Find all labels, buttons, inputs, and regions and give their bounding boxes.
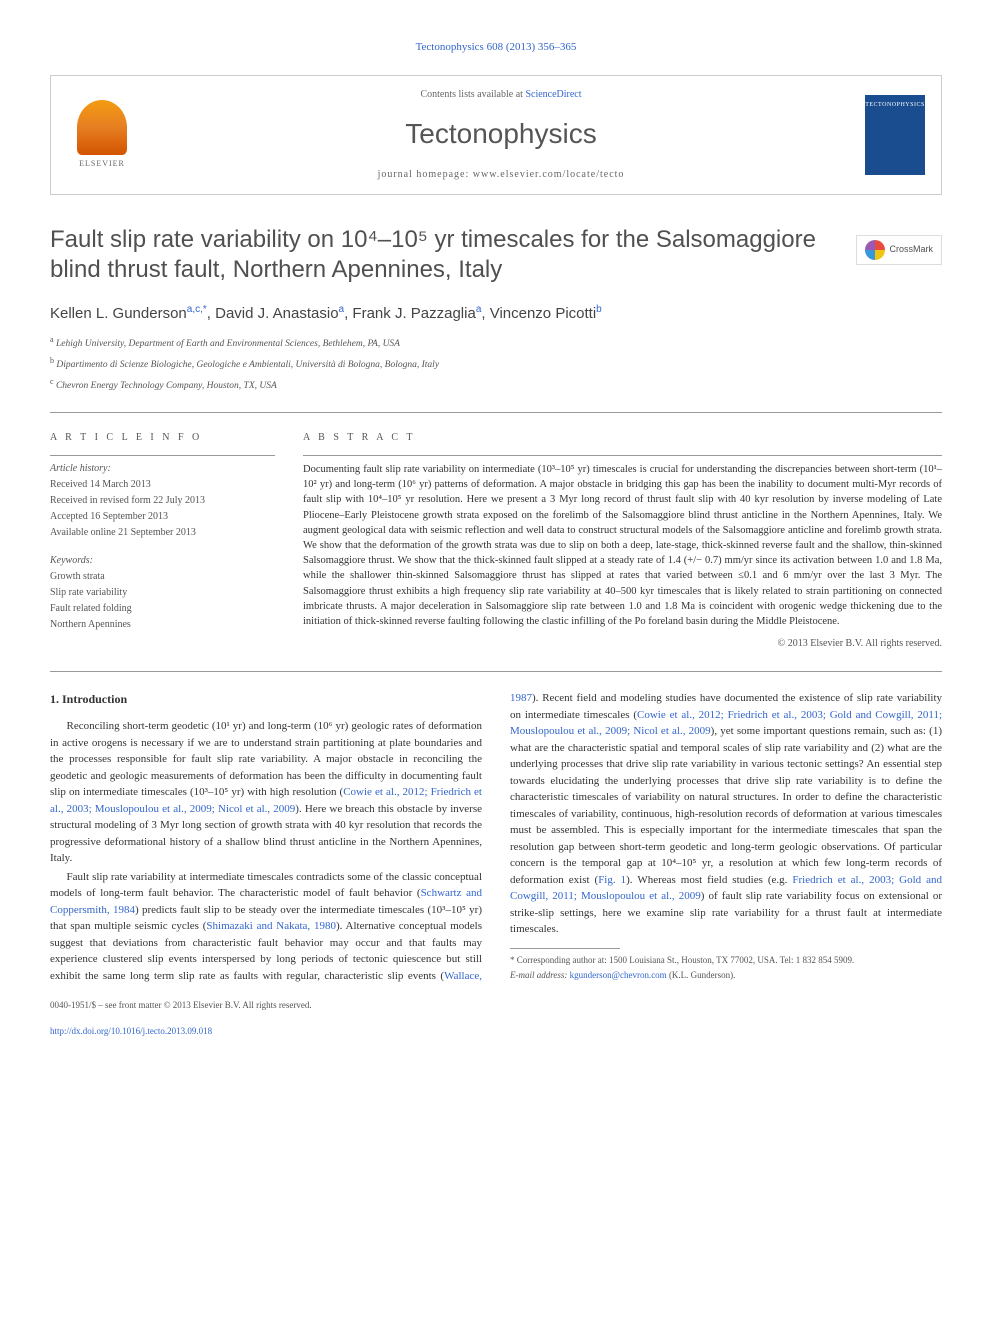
divider-2 — [50, 671, 942, 672]
contents-line: Contents lists available at ScienceDirec… — [137, 88, 865, 102]
accepted-date: Accepted 16 September 2013 — [50, 510, 275, 524]
journal-header: ELSEVIER Contents lists available at Sci… — [50, 75, 942, 194]
p3-text-d: ). Whereas most field studies (e.g. — [626, 874, 792, 886]
p3-text-c: ), yet some important questions remain, … — [510, 725, 942, 886]
author-2[interactable]: , David J. Anastasio — [207, 305, 339, 322]
journal-cover-label: TECTONOPHYSICS — [865, 101, 925, 109]
author-3[interactable]: , Frank J. Pazzaglia — [344, 305, 476, 322]
elsevier-label: ELSEVIER — [79, 158, 125, 169]
journal-name: Tectonophysics — [137, 114, 865, 153]
affiliation-c: c Chevron Energy Technology Company, Hou… — [50, 376, 942, 393]
elsevier-tree-icon — [77, 100, 127, 155]
keyword-1: Growth strata — [50, 570, 275, 584]
divider — [50, 412, 942, 413]
affiliation-a: a Lehigh University, Department of Earth… — [50, 334, 942, 351]
crossmark-icon — [865, 240, 885, 260]
elsevier-logo[interactable]: ELSEVIER — [67, 95, 137, 175]
affiliation-b-text: Dipartimento di Scienze Biologiche, Geol… — [56, 360, 439, 370]
abstract-text: Documenting fault slip rate variability … — [303, 462, 942, 629]
affiliation-a-text: Lehigh University, Department of Earth a… — [56, 339, 400, 349]
article-title-text: Fault slip rate variability on 10⁴–10⁵ y… — [50, 226, 816, 283]
doi-link[interactable]: http://dx.doi.org/10.1016/j.tecto.2013.0… — [50, 1026, 212, 1036]
journal-cover-thumbnail[interactable]: TECTONOPHYSICS — [865, 95, 925, 175]
email-link[interactable]: kgunderson@chevron.com — [570, 970, 667, 980]
abstract-copyright: © 2013 Elsevier B.V. All rights reserved… — [303, 637, 942, 651]
homepage-prefix: journal homepage: — [378, 169, 473, 180]
affiliation-b: b Dipartimento di Scienze Biologiche, Ge… — [50, 355, 942, 372]
article-history-block: Article history: Received 14 March 2013 … — [50, 462, 275, 540]
p2-text-a: Fault slip rate variability at intermedi… — [50, 871, 482, 900]
corresponding-author-footnote: * Corresponding author at: 1500 Louisian… — [510, 954, 942, 968]
info-divider — [50, 455, 275, 456]
crossmark-label: CrossMark — [889, 244, 933, 255]
history-label: Article history: — [50, 462, 275, 476]
keywords-block: Keywords: Growth strata Slip rate variab… — [50, 554, 275, 632]
author-4[interactable]: , Vincenzo Picotti — [481, 305, 596, 322]
keyword-4: Northern Apennines — [50, 618, 275, 632]
contents-prefix: Contents lists available at — [420, 89, 525, 100]
figure-link[interactable]: Fig. 1 — [598, 874, 626, 886]
journal-homepage: journal homepage: www.elsevier.com/locat… — [137, 168, 865, 182]
author-1-affil[interactable]: a,c, — [187, 304, 203, 315]
paragraph-1: Reconciling short-term geodetic (10¹ yr)… — [50, 718, 482, 867]
section-1-heading: 1. Introduction — [50, 690, 482, 708]
email-footnote: E-mail address: kgunderson@chevron.com (… — [510, 969, 942, 983]
sciencedirect-link[interactable]: ScienceDirect — [525, 89, 581, 100]
keywords-label: Keywords: — [50, 554, 275, 568]
abstract-heading: A B S T R A C T — [303, 431, 942, 445]
abstract-divider — [303, 455, 942, 456]
citation-link[interactable]: Shimazaki and Nakata, 1980 — [206, 920, 336, 932]
keyword-3: Fault related folding — [50, 602, 275, 616]
journal-issue-link[interactable]: Tectonophysics 608 (2013) 356–365 — [50, 40, 942, 55]
header-center: Contents lists available at ScienceDirec… — [137, 88, 865, 181]
received-date: Received 14 March 2013 — [50, 478, 275, 492]
email-suffix: (K.L. Gunderson). — [667, 970, 736, 980]
authors-line: Kellen L. Gundersona,c,*, David J. Anast… — [50, 303, 942, 324]
footer-doi: http://dx.doi.org/10.1016/j.tecto.2013.0… — [50, 1025, 942, 1038]
footnote-block: * Corresponding author at: 1500 Louisian… — [510, 948, 942, 983]
article-info-column: A R T I C L E I N F O Article history: R… — [50, 431, 275, 651]
revised-date: Received in revised form 22 July 2013 — [50, 494, 275, 508]
affiliation-c-text: Chevron Energy Technology Company, Houst… — [56, 382, 277, 392]
homepage-url[interactable]: www.elsevier.com/locate/tecto — [473, 169, 625, 180]
footnote-divider — [510, 948, 620, 949]
article-title: Fault slip rate variability on 10⁴–10⁵ y… — [50, 225, 942, 285]
email-label: E-mail address: — [510, 970, 570, 980]
keyword-2: Slip rate variability — [50, 586, 275, 600]
footer-copyright: 0040-1951/$ – see front matter © 2013 El… — [50, 999, 942, 1012]
info-abstract-row: A R T I C L E I N F O Article history: R… — [50, 431, 942, 651]
author-4-affil[interactable]: b — [596, 304, 602, 315]
body-text: 1. Introduction Reconciling short-term g… — [50, 690, 942, 984]
crossmark-badge[interactable]: CrossMark — [856, 235, 942, 265]
author-1[interactable]: Kellen L. Gunderson — [50, 305, 187, 322]
abstract-column: A B S T R A C T Documenting fault slip r… — [303, 431, 942, 651]
online-date: Available online 21 September 2013 — [50, 526, 275, 540]
article-info-heading: A R T I C L E I N F O — [50, 431, 275, 445]
